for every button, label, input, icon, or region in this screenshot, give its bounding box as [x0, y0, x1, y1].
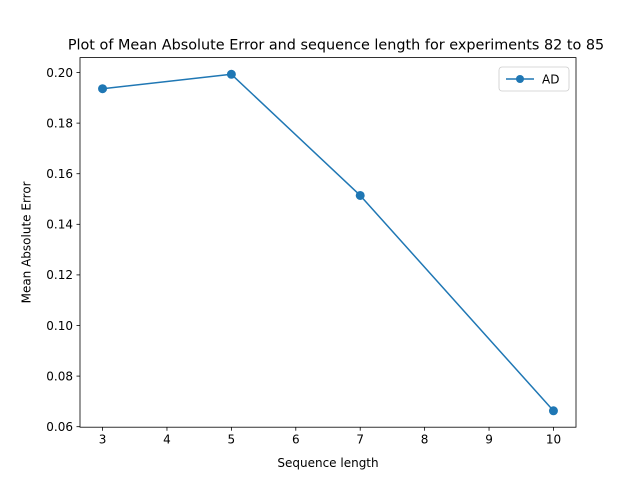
legend: AD [498, 66, 570, 92]
legend-swatch-marker [516, 75, 524, 83]
y-tick-label: 0.16 [46, 167, 73, 181]
data-point [98, 84, 108, 94]
legend-label: AD [542, 72, 559, 86]
x-tick-label: 5 [228, 433, 236, 447]
data-point [548, 406, 558, 416]
x-tick-label: 10 [546, 433, 561, 447]
x-tick-label: 3 [99, 433, 107, 447]
x-tick-label: 9 [485, 433, 493, 447]
y-tick-label: 0.06 [46, 420, 73, 434]
y-axis-label: Mean Absolute Error [20, 181, 34, 303]
x-tick-label: 7 [356, 433, 364, 447]
y-tick-label: 0.10 [46, 319, 73, 333]
series-layer [98, 69, 558, 416]
axes-layer: 3 4 5 6 7 8 9 10 0.06 0.08 0.10 0.12 0.14 0.16 0.18 0.2… [46, 57, 577, 447]
x-tick-label: 8 [421, 433, 429, 447]
y-tick-label: 0.08 [46, 369, 73, 383]
data-point [226, 69, 236, 79]
series-line-ad [102, 73, 555, 412]
data-point [355, 190, 365, 200]
chart-title: Plot of Mean Absolute Error and sequence… [68, 38, 604, 54]
y-tick-label: 0.12 [46, 268, 73, 282]
y-tick-label: 0.20 [46, 66, 73, 80]
x-axis-label: Sequence length [277, 456, 378, 470]
y-tick-label: 0.18 [46, 116, 73, 130]
x-tick-label: 6 [292, 433, 300, 447]
y-tick-label: 0.14 [46, 218, 73, 232]
plot-background [80, 57, 576, 428]
axes-frame [79, 57, 577, 428]
x-tick-label: 4 [163, 433, 171, 447]
plot-area [80, 57, 576, 428]
